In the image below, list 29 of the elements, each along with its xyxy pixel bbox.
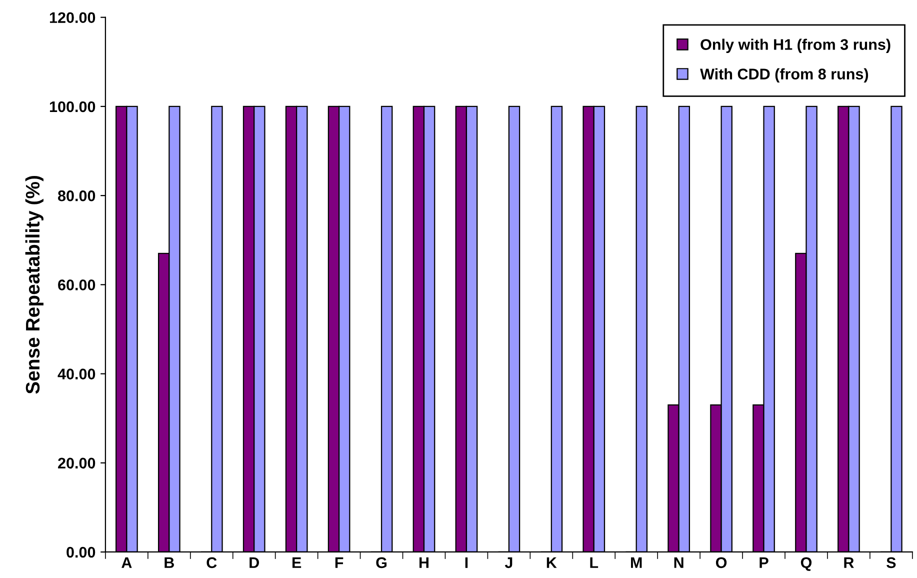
x-tick-label: C: [206, 557, 217, 568]
legend-label: With CDD (from 8 runs): [700, 68, 868, 82]
x-tick-label: D: [250, 557, 259, 568]
x-tick-label: L: [590, 557, 598, 568]
x-tick-label: E: [292, 557, 302, 568]
y-tick-label: 120.00: [50, 12, 96, 24]
x-tick-label: K: [546, 557, 557, 568]
y-tick-label: 0.00: [66, 546, 96, 558]
x-tick-label: J: [504, 557, 512, 568]
x-tick-label: N: [674, 557, 684, 568]
y-tick-label: 20.00: [58, 458, 96, 469]
y-axis-title: Sense Repeatability (%): [25, 176, 44, 394]
legend-label: Only with H1 (from 3 runs): [700, 38, 890, 53]
x-tick-label: P: [760, 557, 768, 568]
x-tick-label: M: [631, 557, 642, 568]
y-tick-label: 100.00: [50, 101, 96, 112]
y-tick-label: 80.00: [58, 190, 96, 202]
x-tick-label: R: [844, 557, 854, 568]
x-tick-label: H: [419, 557, 428, 568]
x-tick-label: Q: [800, 557, 812, 571]
y-tick-label: 40.00: [58, 368, 96, 380]
x-tick-label: O: [716, 557, 727, 568]
x-tick-label: A: [122, 557, 132, 568]
x-tick-label: B: [164, 557, 174, 568]
x-tick-label: I: [465, 557, 468, 568]
x-tick-label: S: [886, 557, 896, 568]
x-tick-label: F: [335, 557, 344, 568]
y-tick-label: 60.00: [58, 280, 96, 290]
x-tick-label: G: [376, 557, 387, 568]
